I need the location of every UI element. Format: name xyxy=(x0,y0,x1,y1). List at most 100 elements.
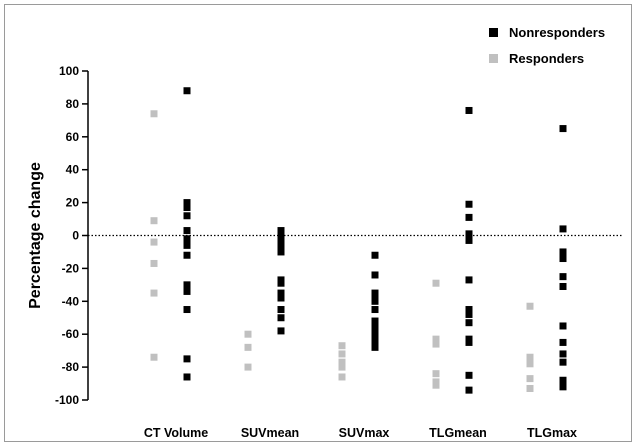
point-nonresponders-3-4 xyxy=(465,236,473,244)
y-tick-label-5: 0 xyxy=(72,229,79,243)
point-nonresponders-3-6 xyxy=(465,306,473,314)
point-nonresponders-3-1 xyxy=(465,200,473,208)
y-tick-label-9: -80 xyxy=(62,360,80,374)
y-tick-label-2: 60 xyxy=(66,130,80,144)
point-nonresponders-4-5 xyxy=(559,282,567,290)
y-tick-label-1: 80 xyxy=(66,97,80,111)
point-nonresponders-1-0 xyxy=(277,227,285,235)
point-nonresponders-0-6 xyxy=(183,241,191,249)
point-nonresponders-3-2 xyxy=(465,213,473,221)
category-label-2: SUVmax xyxy=(339,426,390,440)
point-nonresponders-2-8 xyxy=(371,327,379,335)
legend-marker-responders xyxy=(489,54,498,63)
point-responders-0-4 xyxy=(150,289,158,297)
point-nonresponders-0-10 xyxy=(183,306,191,314)
category-label-1: SUVmean xyxy=(241,426,299,440)
y-tick-label-3: 40 xyxy=(66,163,80,177)
point-responders-3-2 xyxy=(432,340,440,348)
point-nonresponders-3-3 xyxy=(465,230,473,238)
category-label-3: TLGmean xyxy=(429,426,487,440)
point-responders-0-1 xyxy=(150,217,158,225)
point-nonresponders-0-2 xyxy=(183,204,191,212)
point-nonresponders-1-10 xyxy=(277,314,285,322)
point-nonresponders-0-8 xyxy=(183,281,191,289)
y-tick-label-4: 20 xyxy=(66,196,80,210)
point-responders-0-2 xyxy=(150,238,158,246)
point-nonresponders-2-3 xyxy=(371,292,379,300)
point-responders-4-2 xyxy=(526,360,534,368)
point-nonresponders-4-11 xyxy=(559,383,567,391)
point-nonresponders-0-7 xyxy=(183,251,191,259)
point-nonresponders-4-2 xyxy=(559,248,567,256)
point-nonresponders-4-4 xyxy=(559,273,567,281)
y-tick-label-7: -40 xyxy=(62,294,80,308)
y-axis-title: Percentage change xyxy=(27,162,44,309)
point-nonresponders-4-0 xyxy=(559,125,567,133)
y-tick-label-6: -20 xyxy=(62,261,80,275)
point-nonresponders-4-9 xyxy=(559,358,567,366)
point-nonresponders-1-9 xyxy=(277,306,285,314)
point-responders-1-0 xyxy=(244,330,252,338)
point-nonresponders-3-0 xyxy=(465,106,473,114)
point-responders-3-0 xyxy=(432,279,440,287)
category-label-4: TLGmax xyxy=(527,426,577,440)
point-nonresponders-4-3 xyxy=(559,255,567,263)
legend-label-responders: Responders xyxy=(509,51,584,66)
point-responders-3-3 xyxy=(432,370,440,378)
chart-frame xyxy=(4,4,632,442)
point-nonresponders-2-5 xyxy=(371,306,379,314)
point-nonresponders-3-12 xyxy=(465,386,473,394)
point-nonresponders-2-11 xyxy=(371,343,379,351)
point-nonresponders-3-5 xyxy=(465,276,473,284)
point-responders-2-3 xyxy=(338,363,346,371)
point-nonresponders-1-1 xyxy=(277,232,285,239)
point-responders-4-3 xyxy=(526,375,534,383)
point-nonresponders-1-2 xyxy=(277,236,285,244)
point-nonresponders-0-12 xyxy=(183,373,191,381)
point-nonresponders-2-9 xyxy=(371,333,379,341)
y-tick-label-10: -100 xyxy=(55,393,79,407)
point-nonresponders-4-8 xyxy=(559,350,567,358)
point-responders-1-2 xyxy=(244,363,252,371)
point-nonresponders-4-10 xyxy=(559,376,567,384)
point-nonresponders-1-4 xyxy=(277,248,285,256)
point-nonresponders-4-6 xyxy=(559,322,567,330)
point-nonresponders-2-0 xyxy=(371,251,379,259)
point-responders-1-1 xyxy=(244,343,252,351)
point-responders-2-2 xyxy=(338,358,346,366)
point-nonresponders-3-11 xyxy=(465,371,473,379)
point-responders-4-0 xyxy=(526,302,534,310)
y-tick-label-0: 100 xyxy=(59,64,79,78)
point-nonresponders-1-3 xyxy=(277,243,285,251)
point-nonresponders-4-7 xyxy=(559,338,567,346)
point-nonresponders-2-4 xyxy=(371,297,379,305)
point-nonresponders-2-1 xyxy=(371,271,379,279)
point-nonresponders-1-6 xyxy=(277,279,285,287)
point-nonresponders-0-5 xyxy=(183,235,191,243)
point-responders-2-1 xyxy=(338,350,346,358)
point-nonresponders-3-8 xyxy=(465,319,473,327)
point-responders-2-4 xyxy=(338,373,346,381)
point-nonresponders-0-11 xyxy=(183,355,191,363)
point-responders-4-1 xyxy=(526,353,534,361)
point-nonresponders-2-6 xyxy=(371,317,379,325)
point-nonresponders-1-11 xyxy=(277,327,285,335)
legend-marker-nonresponders xyxy=(489,28,498,37)
point-nonresponders-4-1 xyxy=(559,225,567,233)
point-responders-0-5 xyxy=(150,353,158,361)
y-tick-label-8: -60 xyxy=(62,327,80,341)
point-nonresponders-0-4 xyxy=(183,227,191,235)
category-label-0: CT Volume xyxy=(144,426,208,440)
point-responders-3-5 xyxy=(432,381,440,389)
point-responders-0-3 xyxy=(150,259,158,267)
point-responders-2-0 xyxy=(338,342,346,350)
point-nonresponders-1-8 xyxy=(277,294,285,302)
point-nonresponders-0-1 xyxy=(183,199,191,207)
point-nonresponders-1-7 xyxy=(277,289,285,297)
point-nonresponders-2-7 xyxy=(371,322,379,330)
legend-label-nonresponders: Nonresponders xyxy=(509,25,605,40)
point-responders-4-4 xyxy=(526,384,534,392)
point-nonresponders-3-7 xyxy=(465,310,473,318)
point-nonresponders-0-3 xyxy=(183,212,191,220)
